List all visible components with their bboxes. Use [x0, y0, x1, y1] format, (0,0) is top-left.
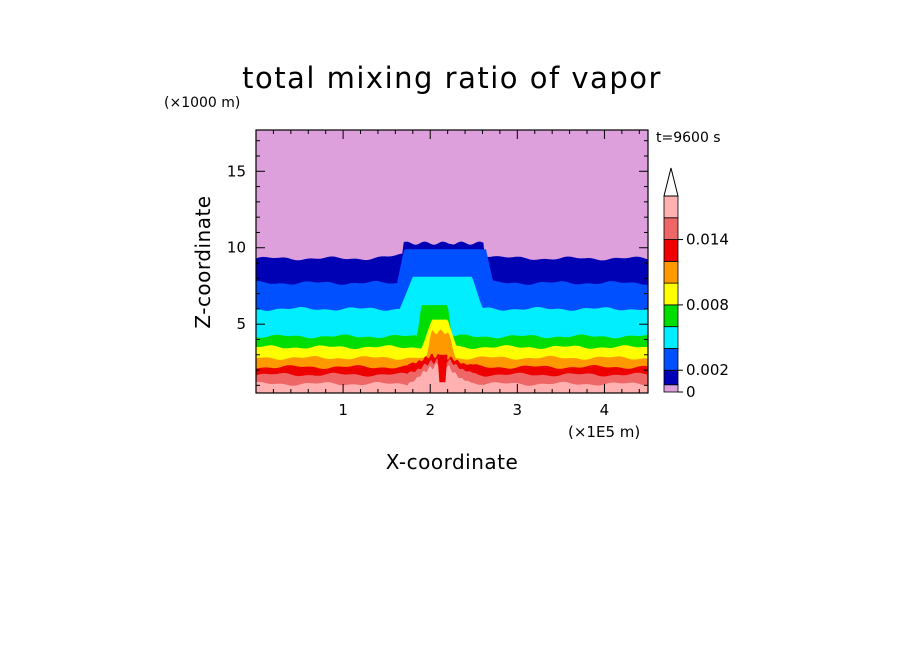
y-unit-label: (×1000 m) — [164, 95, 240, 111]
plume-core — [437, 354, 448, 383]
band-level-9 — [256, 361, 648, 393]
time-label: t=9600 s — [656, 130, 721, 146]
colorbar-tick-label: 0.008 — [686, 296, 729, 314]
colorbar-tick-label: 0 — [686, 383, 696, 401]
colorbar-box — [663, 239, 679, 262]
colorbar-box — [663, 260, 679, 284]
x-tick-label: 3 — [513, 401, 523, 419]
axis-ticks: 1 2 3 4 5 10 15 — [227, 130, 648, 419]
colorbar-box — [663, 282, 679, 306]
y-tick-label: 5 — [236, 315, 246, 333]
plot-frame — [255, 129, 649, 394]
y-axis-label: Z-coordinate — [191, 195, 215, 328]
colorbar-tick-label: 0.014 — [686, 231, 729, 249]
y-tick-label: 10 — [227, 239, 246, 257]
chart-title: total mixing ratio of vapor — [242, 61, 662, 95]
colorbar-box — [663, 384, 679, 393]
x-tick-label: 1 — [338, 401, 348, 419]
x-tick-label: 4 — [600, 401, 610, 419]
contour-bands — [256, 130, 648, 393]
colorbar-box — [663, 195, 679, 219]
x-tick-label: 2 — [425, 401, 435, 419]
colorbar-tick-label: 0.002 — [686, 361, 729, 379]
x-unit-label: (×1E5 m) — [568, 423, 640, 441]
colorbar-box — [663, 326, 679, 349]
colorbar-extend-arrow — [663, 167, 679, 197]
contour-plot: 1 2 3 4 5 10 15 — [227, 129, 649, 419]
x-axis-label: X-coordinate — [386, 450, 519, 474]
colorbar-box — [663, 217, 679, 240]
colorbar-box — [663, 348, 679, 371]
y-tick-label: 15 — [227, 162, 246, 180]
colorbar-box — [663, 369, 679, 386]
colorbar: 0 0.002 0.008 0.014 — [663, 167, 729, 401]
colorbar-box — [663, 304, 679, 328]
